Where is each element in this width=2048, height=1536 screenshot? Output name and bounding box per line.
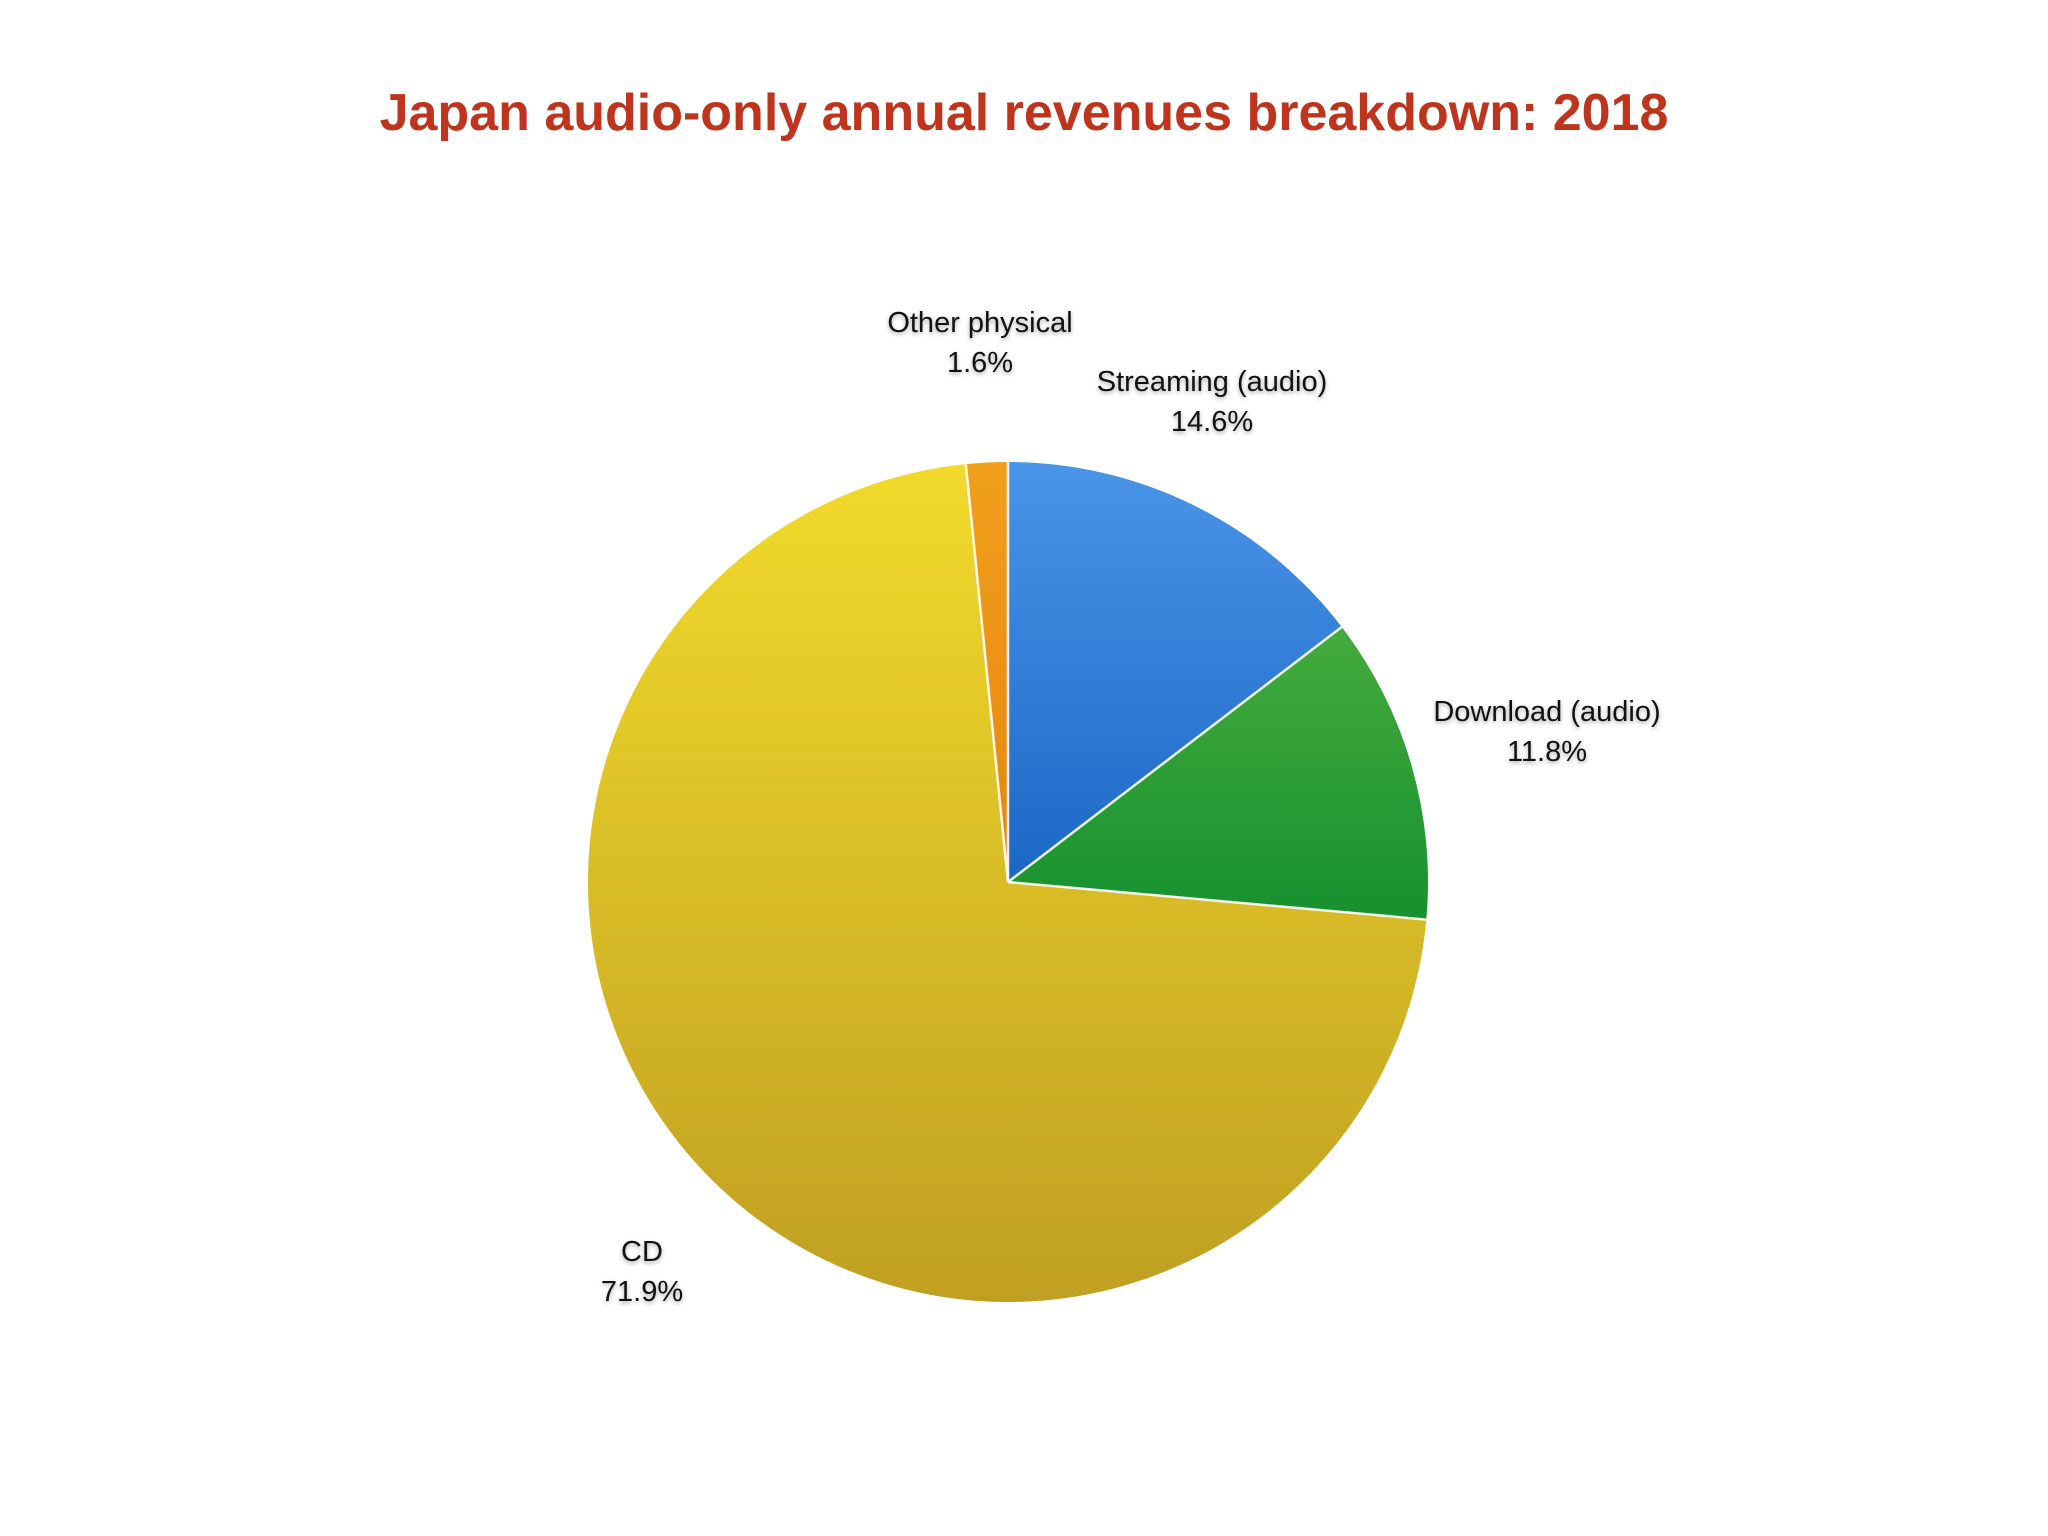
slice-label-streaming: Streaming (audio) 14.6%: [1097, 362, 1328, 442]
pie-slice-streaming-audio: [1008, 462, 1342, 882]
pie-slice-divider: [1007, 625, 1343, 883]
pie-slice-cd: [587, 464, 1427, 1302]
slice-label-cd-pct: 71.9%: [600, 1276, 684, 1308]
slice-label-cd-name: CD: [621, 1236, 663, 1268]
slice-label-other-physical-pct: 1.6%: [946, 347, 1014, 379]
pie-slice-divider: [964, 463, 1010, 883]
slice-label-download-name: Download (audio): [1433, 696, 1661, 728]
slice-label-streaming-name: Streaming (audio): [1096, 366, 1328, 398]
pie-slice-divider: [1007, 880, 1427, 921]
pie-slice-download-audio: [1008, 626, 1428, 920]
slice-label-streaming-pct: 14.6%: [1170, 406, 1254, 438]
slice-label-download: Download (audio) 11.8%: [1433, 692, 1660, 772]
slice-label-other-physical-name: Other physical: [887, 307, 1073, 339]
slice-label-cd: CD 71.9%: [601, 1232, 683, 1312]
slice-label-download-pct: 11.8%: [1506, 736, 1588, 768]
slice-label-other-physical: Other physical 1.6%: [887, 303, 1072, 383]
chart-title: Japan audio-only annual revenues breakdo…: [379, 83, 1669, 142]
